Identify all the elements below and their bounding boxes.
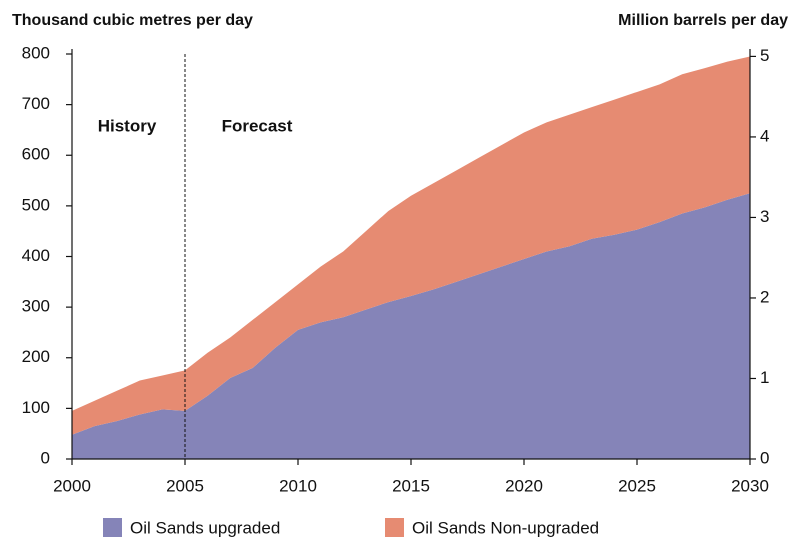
y-axis-title: Thousand cubic metres per day [12,12,253,29]
legend-label: Oil Sands upgraded [130,518,280,537]
y-tick-label: 500 [22,195,50,214]
annotation: Forecast [222,116,293,135]
y2-tick-label: 2 [760,287,769,306]
y-tick-label: 0 [41,448,50,467]
y2-tick-label: 4 [760,126,769,145]
y-tick-label: 300 [22,297,50,316]
legend-label: Oil Sands Non-upgraded [412,518,599,537]
y-tick-label: 700 [22,94,50,113]
legend-swatch [385,518,404,537]
x-tick-label: 2020 [505,476,543,495]
y2-tick-label: 5 [760,46,769,65]
y2-tick-label: 1 [760,368,769,387]
x-tick-label: 2000 [53,476,91,495]
y2-axis-title: Million barrels per day [618,12,788,29]
x-tick-label: 2025 [618,476,656,495]
x-tick-label: 2005 [166,476,204,495]
area [72,56,750,435]
y2-tick-label: 3 [760,207,769,226]
y-tick-label: 400 [22,246,50,265]
annotation: History [98,116,157,135]
x-tick-label: 2015 [392,476,430,495]
y-tick-label: 600 [22,145,50,164]
x-tick-label: 2010 [279,476,317,495]
y-tick-label: 100 [22,398,50,417]
y-tick-label: 800 [22,43,50,62]
x-tick-label: 2030 [731,476,769,495]
y2-tick-label: 0 [760,448,769,467]
area [72,193,750,459]
y-tick-label: 200 [22,347,50,366]
legend-swatch [103,518,122,537]
